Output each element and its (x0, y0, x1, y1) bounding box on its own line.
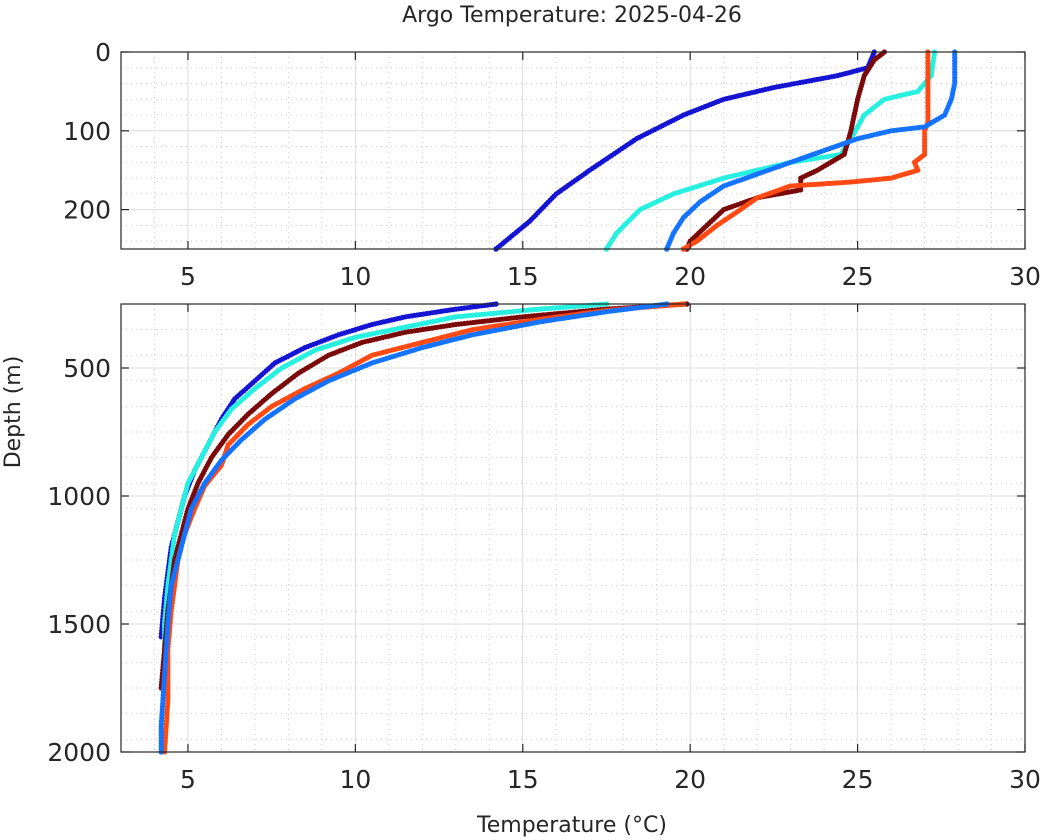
x-tick-label: 10 (339, 262, 371, 291)
y-tick-label: 100 (63, 117, 111, 146)
x-tick-label: 20 (674, 765, 706, 794)
lower-panel: 5 10 15 20 25 30 500 1000 1500 2000 (47, 301, 1041, 794)
x-axis-label: Temperature (°C) (476, 813, 667, 838)
x-tick-label: 15 (507, 765, 539, 794)
y-tick-label: 2000 (47, 738, 111, 767)
y-tick-label: 1500 (47, 610, 111, 639)
profile-cyan-series (161, 301, 610, 666)
x-tick-label: 5 (180, 765, 196, 794)
axes-frame (120, 303, 1026, 753)
y-tick-label: 1000 (47, 482, 111, 511)
x-tick-label: 5 (180, 262, 196, 291)
profile-lightblue-series (158, 301, 670, 755)
axes-frame (120, 51, 1026, 250)
profile-orange-series (680, 49, 931, 252)
upper-panel: 5 10 15 20 25 30 0 100 200 (63, 38, 1041, 291)
x-tick-label: 15 (507, 262, 539, 291)
series-layer (493, 49, 958, 252)
x-tick-label: 25 (842, 262, 874, 291)
y-tick-label: 0 (95, 38, 111, 67)
chart-title: Argo Temperature: 2025-04-26 (402, 3, 742, 28)
y-tick-label: 500 (63, 354, 111, 383)
x-tick-label: 30 (1009, 765, 1041, 794)
profile-darkred-series (158, 301, 690, 691)
x-tick-label: 30 (1009, 262, 1041, 291)
x-tick-label: 25 (842, 765, 874, 794)
x-tick-label: 10 (339, 765, 371, 794)
y-axis-label: Depth (m) (1, 356, 26, 469)
y-tick-label: 200 (63, 196, 111, 225)
profile-lightblue-series (664, 49, 958, 252)
x-tick-label: 20 (674, 262, 706, 291)
profile-darkred-series (684, 49, 888, 252)
